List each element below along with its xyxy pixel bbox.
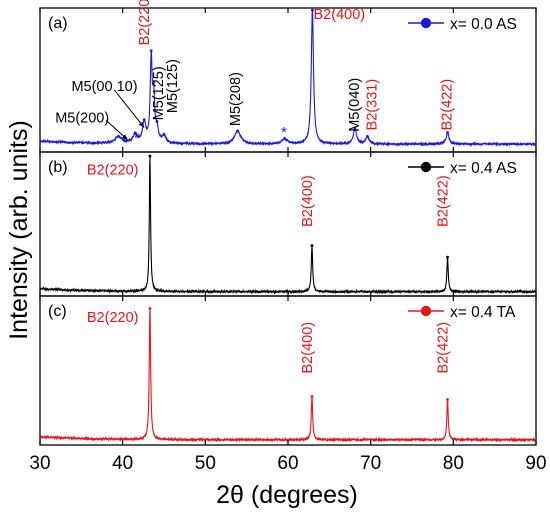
x-tick-label: 40: [112, 453, 133, 474]
peak-point-c-0: [148, 306, 152, 310]
panels-layer: (a) x= 0.0 AS B2(220) B2(400) M5(00 10) M5(20…: [39, 0, 537, 446]
peak-label-a-3: M5(200): [55, 110, 109, 126]
peak-label-b-2: B2(422): [436, 175, 452, 227]
peak-label-c-0: B2(220): [87, 310, 139, 326]
annotation-arrowhead-0: [138, 121, 145, 128]
series-line-a: [39, 10, 537, 147]
panel-a: (a) x= 0.0 AS B2(220) B2(400) M5(00 10) M5(20…: [39, 0, 537, 153]
peak-label-c-2: B2(422): [436, 322, 452, 374]
peak-label-a-6: M5(208): [228, 72, 244, 126]
peak-point-b-0: [148, 154, 152, 158]
peak-point-c-2: [446, 398, 449, 401]
peak-label-a-8: B2(331): [365, 79, 381, 131]
peak-point-b-2: [446, 255, 449, 259]
x-tick-label: 30: [29, 453, 50, 474]
peak-point-a-9: [310, 8, 314, 12]
peak-label-a-2: M5(00 10): [71, 79, 137, 95]
peak-label-b-1: B2(400): [300, 175, 316, 227]
peak-point-a-11: [365, 135, 369, 138]
peak-label-c-1: B2(400): [300, 322, 316, 374]
peak-point-a-6: [162, 132, 166, 136]
x-axis-label: 2θ (degrees): [216, 481, 358, 509]
peak-point-b-1: [310, 244, 314, 247]
panel-tag-b: (b): [48, 159, 68, 176]
panel-tag-a: (a): [48, 15, 68, 32]
peak-point-c-1: [310, 395, 314, 398]
impurity-star-a-10: *: [134, 130, 140, 147]
peak-point-a-7: [236, 129, 239, 133]
peak-point-a-5: [155, 120, 159, 123]
peak-label-a-0: B2(220): [137, 0, 153, 45]
peak-label-a-9: B2(422): [440, 79, 456, 131]
annotation-arrowhead-1: [121, 134, 128, 140]
panel-c: (c) x= 0.4 TA B2(220) B2(400) B2(422): [39, 295, 537, 446]
x-axis: 30 40 50 60 70 80 90: [29, 453, 546, 474]
peak-point-a-0: [117, 135, 120, 138]
peak-point-a-2: [142, 118, 146, 122]
legend-marker-a: [420, 17, 432, 29]
peak-label-b-0: B2(220): [87, 162, 139, 178]
x-tick-label: 90: [525, 453, 546, 474]
panel-b: (b) x= 0.4 AS B2(220) B2(400) B2(422): [39, 151, 537, 297]
panel-tag-c: (c): [48, 303, 67, 320]
peak-label-a-4: M5(125): [151, 66, 167, 120]
legend-marker-b: [420, 161, 432, 173]
series-line-c: [39, 307, 537, 443]
y-axis-label: Intensity (arb. units): [5, 120, 33, 340]
x-tick-label: 50: [195, 453, 216, 474]
impurity-star-a-11: *: [281, 124, 287, 141]
peak-label-a-5: M5(125): [165, 59, 181, 113]
peak-label-a-1: B2(400): [314, 7, 366, 23]
legend-label-a: x= 0.0 AS: [450, 16, 517, 33]
peak-point-a-8: [283, 137, 287, 140]
peak-point-a-10: [353, 126, 357, 130]
x-tick-label: 80: [443, 453, 464, 474]
annotation-arrow-0: [114, 89, 145, 128]
legend-label-c: x= 0.4 TA: [450, 304, 516, 321]
peak-point-a-1: [133, 131, 137, 135]
legend-label-b: x= 0.4 AS: [450, 160, 517, 177]
legend-marker-c: [420, 305, 432, 317]
x-tick-label: 70: [360, 453, 381, 474]
peak-point-a-4: [152, 80, 156, 84]
x-tick-label: 60: [277, 453, 298, 474]
peak-label-a-7: M5(040): [347, 78, 363, 132]
peak-point-a-3: [149, 49, 153, 53]
peak-point-a-12: [446, 131, 449, 134]
